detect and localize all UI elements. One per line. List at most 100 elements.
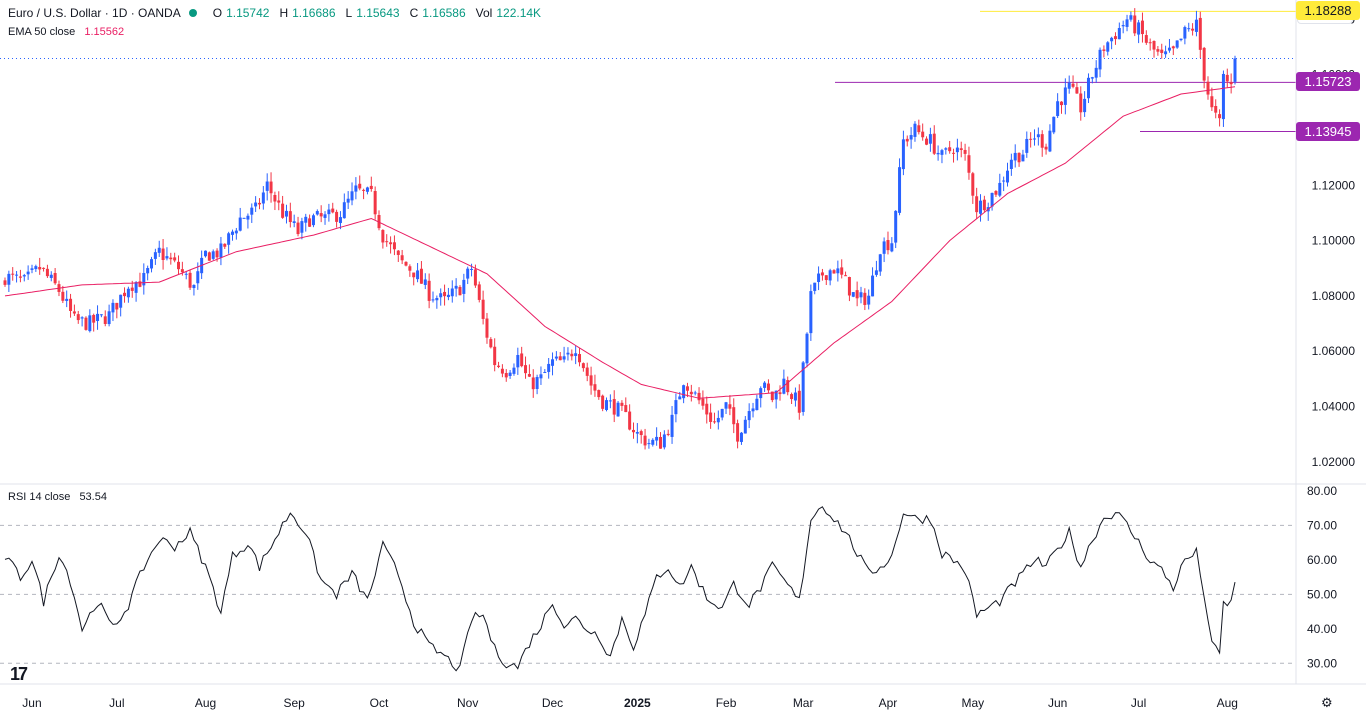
candle-body — [643, 435, 647, 446]
candle — [477, 281, 481, 303]
candle — [894, 210, 898, 249]
candle — [882, 237, 886, 263]
ema-legend[interactable]: EMA 50 close 1.15562 — [8, 26, 124, 38]
candle — [1086, 73, 1090, 104]
candle — [485, 312, 489, 344]
candle-body — [1102, 49, 1106, 51]
candle — [1221, 70, 1225, 127]
candle-body — [1225, 74, 1229, 82]
candle-body — [601, 395, 605, 409]
candle-body — [944, 148, 948, 150]
candle-body — [80, 317, 84, 319]
candle — [959, 141, 963, 158]
candle-body — [439, 293, 443, 298]
candle — [327, 203, 331, 222]
candle-body — [223, 243, 227, 247]
candle — [207, 251, 211, 261]
candle — [566, 347, 570, 361]
candle — [335, 209, 339, 228]
candle-body — [882, 241, 886, 254]
price-tick-label: 1.04000 — [1312, 400, 1356, 414]
ema-value: 1.15562 — [84, 26, 125, 38]
candle-body — [38, 266, 42, 270]
candle-body — [551, 359, 555, 366]
candle-body — [1121, 25, 1125, 27]
candle-body — [639, 431, 643, 436]
candle — [18, 269, 22, 283]
candle — [188, 270, 192, 291]
candle-body — [1075, 87, 1079, 94]
candle-body — [327, 209, 331, 215]
candle-body — [871, 275, 875, 297]
candle-body — [315, 211, 319, 215]
candle — [1029, 132, 1033, 148]
candle-body — [42, 267, 46, 269]
candle — [358, 175, 362, 191]
candle — [1167, 39, 1171, 53]
candle — [223, 243, 227, 249]
candle-body — [585, 367, 589, 376]
candle — [793, 387, 797, 407]
candle-body — [419, 268, 423, 284]
candle — [736, 419, 740, 449]
candle-body — [1044, 146, 1048, 150]
candle — [774, 390, 778, 409]
tradingview-logo-icon[interactable]: 17 — [10, 664, 28, 684]
candle — [585, 362, 589, 382]
candle-body — [674, 400, 678, 415]
candle-body — [446, 294, 450, 298]
candle-body — [269, 181, 273, 194]
candle-body — [685, 386, 689, 391]
candle — [670, 406, 674, 444]
rsi-legend[interactable]: RSI 14 close 53.54 — [8, 491, 107, 503]
candle — [512, 363, 516, 376]
candle-body — [26, 271, 30, 275]
candle-body — [759, 388, 763, 399]
high-value: 1.16686 — [292, 6, 336, 20]
candle-body — [404, 261, 408, 266]
candle — [1098, 47, 1102, 78]
candle-body — [396, 250, 400, 255]
candle — [913, 121, 917, 142]
candle-body — [288, 211, 292, 223]
candle-body — [774, 390, 778, 400]
candle — [219, 236, 223, 266]
candle-body — [728, 404, 732, 409]
candle-body — [450, 288, 454, 297]
candle-body — [543, 372, 547, 374]
candle — [227, 231, 231, 254]
candle — [107, 304, 111, 327]
ema-50-line — [4, 86, 1236, 399]
candle-body — [115, 302, 119, 310]
candle-body — [265, 181, 269, 191]
symbol-title[interactable]: Euro / U.S. Dollar · 1D · OANDA — [8, 6, 181, 20]
candle-body — [177, 261, 181, 270]
candle-body — [570, 353, 574, 357]
candle-body — [697, 392, 701, 401]
candle — [1056, 93, 1060, 119]
time-tick-label: Sep — [284, 696, 306, 710]
candle — [531, 369, 535, 398]
candle-body — [119, 294, 123, 308]
candle — [277, 191, 281, 211]
candle-body — [790, 394, 794, 400]
candle — [824, 275, 828, 285]
candle — [782, 369, 786, 395]
candle — [1013, 144, 1017, 168]
gear-icon[interactable]: ⚙ — [1321, 695, 1333, 710]
candle-body — [107, 311, 111, 325]
rsi-label: RSI 14 close — [8, 491, 71, 503]
ema-label: EMA 50 close — [8, 26, 76, 38]
candle-body — [809, 291, 813, 334]
candle-body — [1113, 36, 1117, 40]
candle-body — [1144, 35, 1148, 43]
candle — [350, 182, 354, 206]
candle-body — [562, 356, 566, 360]
time-tick-label: Jul — [1131, 696, 1146, 710]
candle-body — [878, 254, 882, 272]
candle-body — [682, 385, 686, 399]
candle — [979, 194, 983, 222]
candle — [932, 125, 936, 156]
candle — [1140, 12, 1144, 43]
